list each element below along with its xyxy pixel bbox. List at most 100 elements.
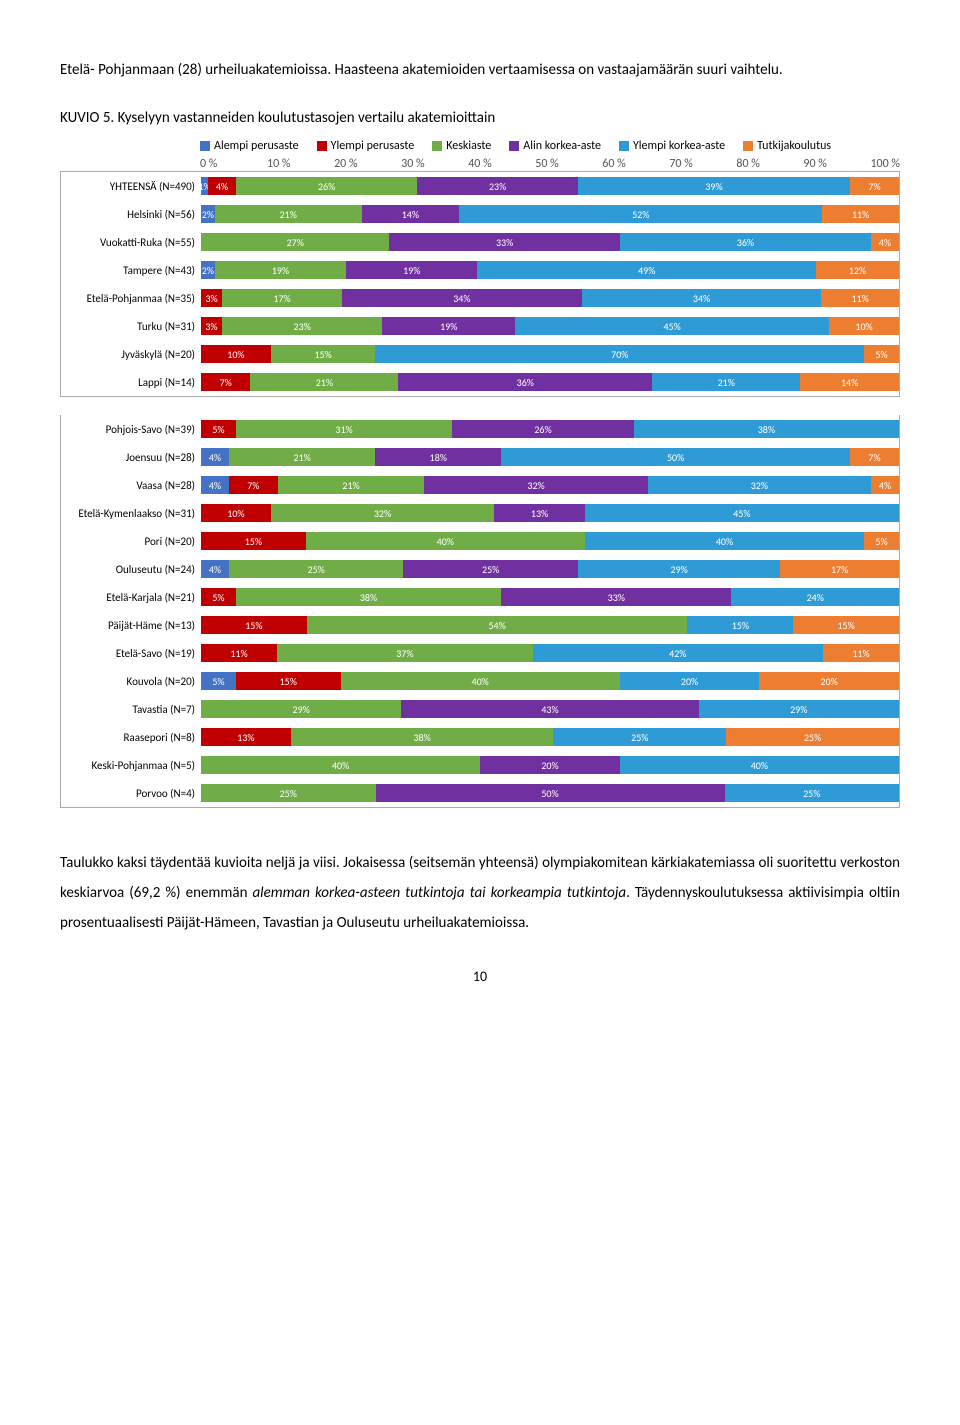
row-label: Porvoo (N=4) [61,787,201,800]
legend-swatch [743,141,753,151]
row-label: Pori (N=20) [61,535,201,548]
legend-label: Alin korkea-aste [523,139,601,153]
bar-segment: 50% [501,448,850,466]
bar-segment: 10% [201,345,271,363]
bar-segment: 4% [871,476,899,494]
bar-segment: 25% [229,560,404,578]
bar-segment: 37% [277,644,533,662]
axis-tick: 50 % [535,157,602,171]
bar-track: 7%21%36%21%14% [201,373,899,391]
stacked-bar-chart: Alempi perusasteYlempi perusasteKeskiast… [60,139,900,808]
bar-segment: 34% [342,289,582,307]
bar-segment: 2% [201,205,215,223]
bar-segment: 11% [823,644,899,662]
bar-segment: 15% [236,672,341,690]
chart-row: Lappi (N=14)7%21%36%21%14% [61,368,899,396]
bar-segment: 3% [201,317,222,335]
bar-segment: 33% [501,588,731,606]
bar-segment: 31% [236,420,452,438]
bar-segment: 11% [822,205,899,223]
row-label: Raasepori (N=8) [61,731,201,744]
row-label: Joensuu (N=28) [61,451,201,464]
bar-track: 5%15%40%20%20% [201,672,899,690]
legend-item: Keskiaste [432,139,491,153]
bar-segment: 25% [403,560,578,578]
bar-segment: 33% [389,233,619,251]
chart-row: Joensuu (N=28)4%21%18%50%7% [61,443,899,471]
bar-segment: 29% [578,560,780,578]
bar-segment: 39% [578,177,850,195]
bar-segment: 2% [201,261,215,279]
chart-row: Raasepori (N=8)13%38%25%25% [61,723,899,751]
legend-label: Alempi perusaste [214,139,299,153]
bar-segment: 20% [620,672,760,690]
bar-segment: 52% [459,205,822,223]
bar-segment: 15% [201,616,307,634]
bar-segment: 32% [648,476,871,494]
chart-group-2: Pohjois-Savo (N=39)5%31%26%38%Joensuu (N… [60,415,900,808]
bar-segment: 13% [494,504,585,522]
bar-segment: 15% [793,616,899,634]
bar-segment: 10% [829,317,899,335]
row-label: Helsinki (N=56) [61,208,201,221]
legend-swatch [200,141,210,151]
page-number: 10 [60,968,900,985]
row-label: Turku (N=31) [61,320,201,333]
axis-tick: 30 % [401,157,468,171]
row-label: Vaasa (N=28) [61,479,201,492]
bar-segment: 32% [424,476,647,494]
bar-segment: 11% [821,289,899,307]
chart-row: Helsinki (N=56)2%21%14%52%11% [61,200,899,228]
chart-row: Porvoo (N=4)25%50%25% [61,779,899,807]
bar-segment: 19% [346,261,477,279]
bar-track: 13%38%25%25% [201,728,899,746]
bar-segment: 4% [201,560,229,578]
bar-segment: 40% [341,672,620,690]
bar-segment: 23% [417,177,578,195]
bar-segment: 43% [401,700,698,718]
bar-track: 29%43%29% [201,700,899,718]
outro-paragraph: Taulukko kaksi täydentää kuvioita neljä … [60,848,900,938]
bar-segment: 54% [307,616,688,634]
bar-segment: 36% [620,233,871,251]
legend-label: Tutkijakoulutus [757,139,831,153]
bar-track: 40%20%40% [201,756,899,774]
bar-track: 27%33%36%4% [201,233,899,251]
bar-segment: 21% [250,373,398,391]
group-gap [60,397,900,415]
legend-swatch [432,141,442,151]
bar-segment: 17% [780,560,899,578]
row-label: Tavastia (N=7) [61,703,201,716]
row-label: Lappi (N=14) [61,376,201,389]
legend-swatch [317,141,327,151]
bar-segment: 15% [271,345,376,363]
bar-track: 2%21%14%52%11% [201,205,899,223]
bar-segment: 11% [201,644,277,662]
chart-row: Turku (N=31)3%23%19%45%10% [61,312,899,340]
bar-segment: 34% [582,289,822,307]
bar-segment: 70% [375,345,864,363]
bar-segment: 26% [452,420,633,438]
axis-tick: 90 % [803,157,870,171]
axis-tick: 20 % [334,157,401,171]
bar-track: 10%32%13%45% [201,504,899,522]
bar-segment: 7% [201,373,250,391]
chart-row: Pori (N=20)15%40%40%5% [61,527,899,555]
bar-segment: 4% [208,177,236,195]
bar-track: 3%23%19%45%10% [201,317,899,335]
bar-segment: 25% [553,728,726,746]
bar-segment: 13% [201,728,291,746]
bar-track: 1%4%26%23%39%7% [201,177,899,195]
bar-track: 2%19%19%49%12% [201,261,899,279]
chart-row: Jyväskylä (N=20)10%15%70%5% [61,340,899,368]
bar-segment: 15% [687,616,793,634]
bar-segment: 38% [236,588,501,606]
row-label: Pohjois-Savo (N=39) [61,423,201,436]
bar-segment: 40% [620,756,899,774]
bar-segment: 15% [201,532,306,550]
bar-segment: 20% [759,672,899,690]
bar-segment: 7% [850,448,899,466]
bar-segment: 24% [731,588,899,606]
bar-segment: 21% [278,476,425,494]
chart-row: YHTEENSÄ (N=490)1%4%26%23%39%7% [61,172,899,200]
